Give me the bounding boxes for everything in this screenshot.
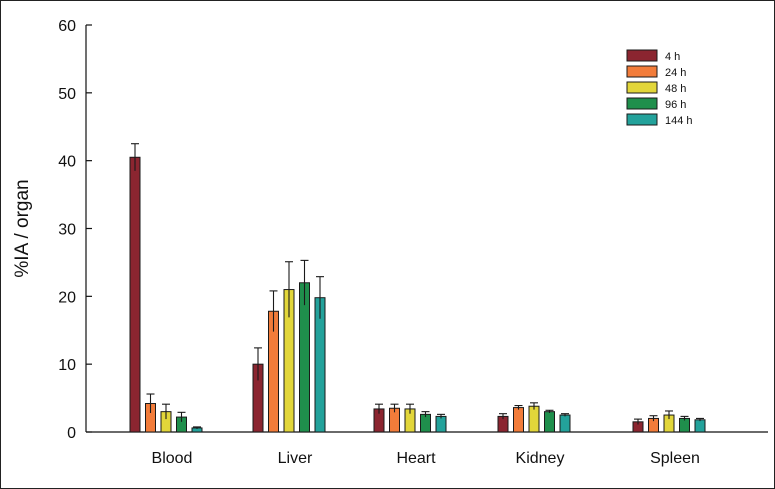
x-category-label: Blood xyxy=(152,450,193,467)
legend-swatch xyxy=(626,97,658,110)
x-category-label: Spleen xyxy=(650,450,700,467)
bar xyxy=(129,156,141,433)
bar xyxy=(694,419,706,433)
legend-label: 144 h xyxy=(665,115,693,127)
x-category-label: Liver xyxy=(278,450,313,467)
legend-swatch xyxy=(626,81,658,94)
bar xyxy=(559,414,571,433)
y-tick-label: 0 xyxy=(67,425,76,442)
legend-swatch xyxy=(626,49,658,62)
y-tick-label: 10 xyxy=(58,357,76,374)
legend-swatch xyxy=(626,65,658,78)
bar xyxy=(513,407,524,433)
y-tick-label: 60 xyxy=(58,18,76,35)
x-category-label: Heart xyxy=(396,450,436,467)
x-category-label: Kidney xyxy=(516,450,565,467)
legend-swatch xyxy=(626,113,658,126)
y-tick-label: 40 xyxy=(58,154,76,171)
y-tick-label: 50 xyxy=(58,86,76,103)
y-tick-label: 30 xyxy=(58,222,76,239)
y-tick-label: 20 xyxy=(58,289,76,306)
legend-label: 4 h xyxy=(665,51,680,63)
legend-label: 48 h xyxy=(665,83,686,95)
bar xyxy=(544,411,555,433)
legend-label: 24 h xyxy=(665,67,686,79)
legend-label: 96 h xyxy=(665,99,686,111)
bar xyxy=(528,405,540,433)
bar xyxy=(435,415,447,433)
y-axis-title: %IA / organ xyxy=(12,179,33,277)
